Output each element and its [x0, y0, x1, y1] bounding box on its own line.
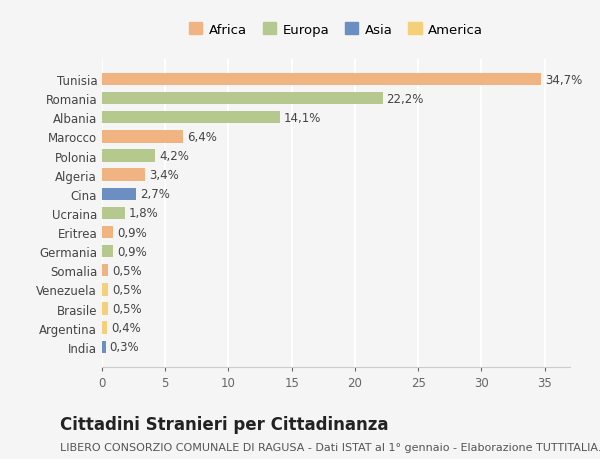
Text: 0,9%: 0,9% [117, 245, 147, 258]
Bar [102, 93, 383, 105]
Bar [102, 150, 155, 162]
Text: 0,3%: 0,3% [110, 341, 139, 353]
Bar [102, 169, 145, 181]
Text: 1,8%: 1,8% [128, 207, 158, 220]
Bar [102, 302, 109, 315]
Bar [102, 112, 280, 124]
Bar [102, 131, 183, 143]
Text: 0,5%: 0,5% [112, 264, 142, 277]
Text: Cittadini Stranieri per Cittadinanza: Cittadini Stranieri per Cittadinanza [60, 415, 389, 433]
Text: 3,4%: 3,4% [149, 169, 179, 182]
Text: 0,4%: 0,4% [111, 321, 140, 335]
Text: 2,7%: 2,7% [140, 188, 170, 201]
Bar [102, 322, 107, 334]
Text: 6,4%: 6,4% [187, 131, 217, 144]
Text: 0,9%: 0,9% [117, 226, 147, 239]
Text: 0,5%: 0,5% [112, 302, 142, 315]
Text: 22,2%: 22,2% [386, 92, 424, 106]
Text: 4,2%: 4,2% [159, 150, 189, 162]
Text: LIBERO CONSORZIO COMUNALE DI RAGUSA - Dati ISTAT al 1° gennaio - Elaborazione TU: LIBERO CONSORZIO COMUNALE DI RAGUSA - Da… [60, 442, 600, 452]
Bar [102, 264, 109, 277]
Text: 0,5%: 0,5% [112, 283, 142, 296]
Legend: Africa, Europa, Asia, America: Africa, Europa, Asia, America [189, 23, 483, 37]
Bar [102, 284, 109, 296]
Bar [102, 188, 136, 201]
Bar [102, 341, 106, 353]
Text: 14,1%: 14,1% [284, 112, 322, 124]
Bar [102, 73, 541, 86]
Bar [102, 207, 125, 220]
Bar [102, 246, 113, 258]
Bar [102, 226, 113, 239]
Text: 34,7%: 34,7% [545, 73, 582, 86]
